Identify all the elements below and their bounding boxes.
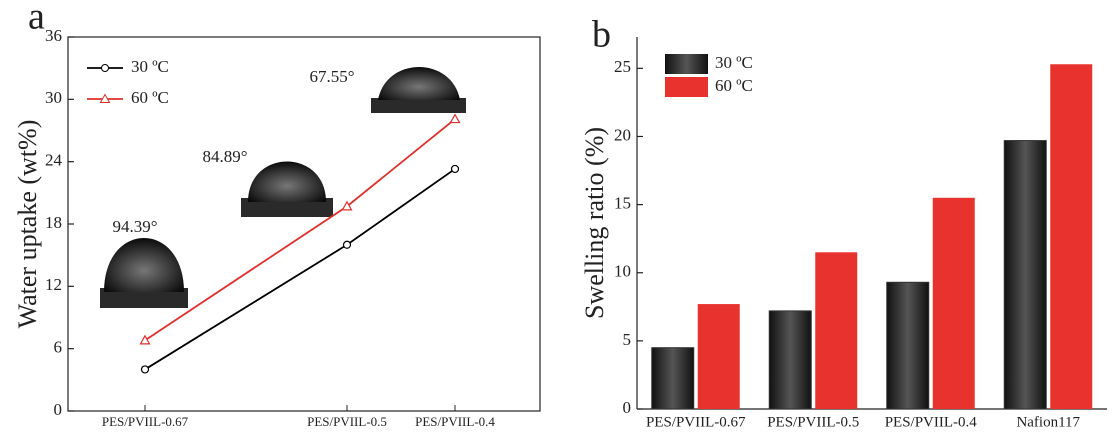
x-tick-label: PES/PVIIL-0.4 (885, 414, 978, 430)
legend-swatch (665, 54, 708, 74)
marker (140, 365, 150, 374)
bar (1003, 140, 1047, 410)
marker (342, 240, 352, 249)
x-tick-label: Nafion117 (1016, 414, 1080, 430)
x-tick-label: PES/PVIIL-0.5 (307, 414, 387, 429)
y-tick-label: 12 (45, 275, 62, 294)
x-tick-label: PES/PVIIL-0.67 (646, 414, 746, 430)
y-tick-label: 6 (54, 338, 63, 357)
droplet-images (100, 67, 466, 308)
y-tick-label: 24 (45, 151, 63, 170)
bar (1050, 64, 1093, 409)
y-axis-label: Swelling ratio (%) (580, 127, 609, 319)
legend-marker (101, 64, 109, 72)
marker (341, 200, 353, 211)
series-line (144, 118, 456, 342)
bar (697, 304, 740, 409)
bar (932, 197, 975, 409)
y-tick-label: 30 (45, 88, 62, 107)
y-tick-label: 25 (614, 57, 631, 76)
legend-label: 60 ºC (715, 76, 753, 95)
legend-label: 60 ºC (131, 88, 169, 107)
marker (449, 113, 461, 124)
y-tick-label: 20 (614, 125, 631, 144)
annotation: 67.55° (309, 67, 354, 86)
bar (651, 347, 695, 410)
y-tick-label: 15 (614, 194, 631, 213)
bar (886, 281, 930, 410)
y-tick-label: 10 (614, 262, 631, 281)
panel-label: a (28, 0, 45, 38)
y-tick-label: 18 (45, 213, 62, 232)
legend-swatch (665, 77, 708, 97)
bar (768, 310, 812, 410)
panel-label: b (592, 14, 611, 56)
legend-label: 30 ºC (131, 57, 169, 76)
annotation: 84.89° (202, 147, 247, 166)
y-tick-label: 36 (45, 26, 62, 45)
y-tick-label: 0 (623, 398, 632, 417)
plot-frame (67, 36, 541, 412)
marker (139, 334, 151, 345)
y-tick-label: 5 (623, 330, 632, 349)
legend-label: 30 ºC (715, 53, 753, 72)
bar (815, 252, 858, 409)
x-tick-label: PES/PVIIL-0.5 (767, 414, 859, 430)
x-tick-label: PES/PVIIL-0.4 (415, 414, 495, 429)
marker (450, 164, 460, 174)
legend-marker (99, 93, 111, 103)
annotation: 94.39° (112, 217, 157, 236)
x-tick-label: PES/PVIIL-0.67 (102, 414, 189, 429)
y-axis-label: Water uptake (wt%) (13, 120, 42, 329)
y-tick-label: 0 (54, 400, 63, 419)
